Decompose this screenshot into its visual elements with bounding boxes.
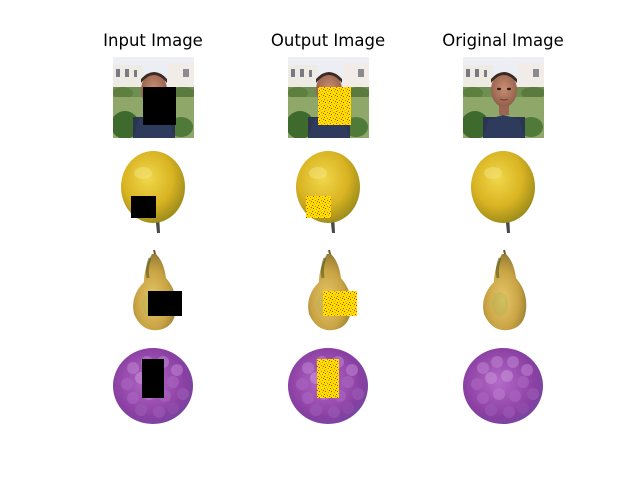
column-title-input: Input Image <box>103 31 203 50</box>
column-title-output: Output Image <box>270 31 386 50</box>
pear-original-image <box>470 248 538 332</box>
face-input-image <box>113 57 194 138</box>
raspberry-original-image <box>463 346 544 426</box>
lemon-input-image <box>113 151 194 235</box>
face-original-image <box>463 57 544 138</box>
lemon-output-image <box>288 151 369 235</box>
raspberry-input-image <box>113 346 194 426</box>
pear-output-image <box>295 248 363 332</box>
raspberry-output-image <box>288 346 369 426</box>
lemon-original-image <box>463 151 544 235</box>
pear-input-image <box>120 248 188 332</box>
column-title-original: Original Image <box>442 31 564 50</box>
face-output-image <box>288 57 369 138</box>
